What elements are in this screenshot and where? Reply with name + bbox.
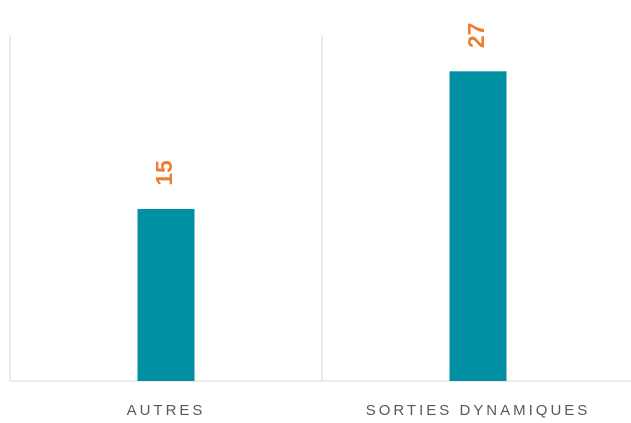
data-label: 15 xyxy=(151,160,177,186)
x-tick-label: SORTIES DYNAMIQUES xyxy=(366,402,591,419)
data-label: 27 xyxy=(463,23,489,49)
x-tick-label: AUTRES xyxy=(127,402,206,419)
bar xyxy=(449,71,507,381)
bar xyxy=(137,208,195,381)
